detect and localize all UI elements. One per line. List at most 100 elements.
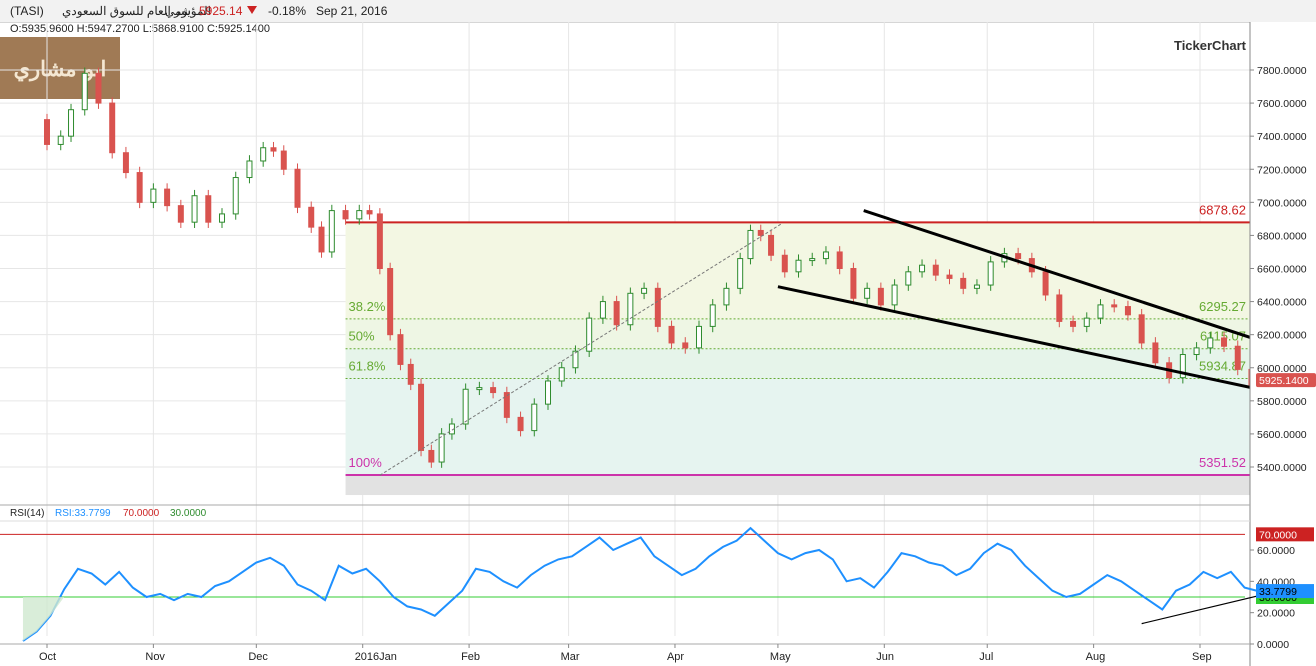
- candle-body: [462, 388, 469, 425]
- candle-body: [280, 150, 287, 170]
- candle-body: [136, 172, 143, 203]
- candle-body: [95, 72, 102, 104]
- candle-body: [294, 168, 301, 208]
- fib-level-label: 38.2%: [349, 299, 386, 314]
- candle-body: [387, 268, 394, 336]
- rsi-current-tag: [1256, 584, 1314, 599]
- time-tick-label: 2016Jan: [355, 651, 397, 663]
- candle-body: [864, 287, 871, 299]
- candle-body: [695, 325, 702, 349]
- time-tick-label: Jul: [979, 651, 993, 663]
- candle-body: [177, 205, 184, 223]
- time-tick-label: May: [770, 651, 791, 663]
- fib-base: [345, 475, 1250, 496]
- interval-label[interactable]: يومي: [165, 4, 191, 18]
- fib-level-label: 61.8%: [349, 359, 386, 374]
- candle-body: [613, 301, 620, 326]
- candle-body: [109, 102, 116, 154]
- candle-body: [709, 304, 716, 327]
- price-tick-label: 6800.0000: [1257, 230, 1307, 242]
- candle-body: [366, 210, 373, 215]
- candle-body: [1111, 304, 1118, 308]
- date-label: Sep 21, 2016: [316, 4, 388, 18]
- candle-body: [668, 325, 675, 344]
- candle-body: [1193, 347, 1200, 356]
- price-axis: 5400.0000 5600.0000 5800.0000 6000.0000 6200…: [1249, 22, 1316, 666]
- candle-body: [517, 416, 524, 432]
- time-tick-label: Dec: [248, 651, 268, 663]
- fib-level-label: 100%: [349, 455, 383, 470]
- candle-body: [397, 334, 404, 365]
- candle-body: [960, 277, 967, 289]
- candle-body: [44, 119, 50, 145]
- candle-body: [376, 213, 383, 270]
- candle-body: [57, 135, 64, 145]
- candle-body: [682, 342, 689, 349]
- candle-body: [932, 264, 939, 276]
- fib-price-label: 6295.27: [1199, 299, 1246, 314]
- candle-body: [822, 251, 829, 260]
- fib-zone: [345, 318, 1250, 349]
- candle-body: [586, 317, 593, 352]
- fib-price-label: 5934.87: [1199, 359, 1246, 374]
- candle-body: [1083, 317, 1090, 327]
- last-price: 5925.14: [199, 4, 243, 18]
- rsi-tick-label: 60.0000: [1257, 545, 1295, 557]
- candle-body: [232, 177, 239, 215]
- candle-body: [407, 363, 414, 385]
- candle-body: [809, 258, 816, 262]
- price-tick-label: 5400.0000: [1257, 462, 1307, 474]
- candle-body: [438, 433, 445, 463]
- candle-body: [1179, 354, 1186, 379]
- price-tick-label: 7200.0000: [1257, 164, 1307, 176]
- rsi-level-30: 30.0000: [170, 508, 207, 519]
- candle-body: [723, 287, 730, 306]
- candle-body: [891, 284, 898, 306]
- candle-body: [1152, 342, 1159, 364]
- fib-zone: [345, 348, 1250, 379]
- price-tick-label: 7800.0000: [1257, 65, 1307, 77]
- candle-body: [768, 234, 775, 256]
- price-tick-label: 7000.0000: [1257, 197, 1307, 209]
- candle-body: [987, 261, 994, 286]
- price-tick-label: 5800.0000: [1257, 396, 1307, 408]
- ohlc-readout: O:5935.9600 H:5947.2700 L:5868.9100 C:59…: [10, 23, 270, 35]
- candle-body: [356, 210, 363, 220]
- candle-body: [68, 109, 75, 137]
- down-arrow-icon: [247, 6, 257, 14]
- candle-body: [1138, 314, 1145, 344]
- brand-label: TickerChart: [1174, 38, 1247, 53]
- dotted-trendline: [379, 223, 782, 476]
- fib-level-label: 50%: [349, 329, 375, 344]
- time-tick-label: Oct: [39, 651, 56, 663]
- last-price-tag-label: 5925.1400: [1259, 375, 1309, 387]
- candle-body: [246, 160, 253, 179]
- time-tick-label: Sep: [1192, 651, 1212, 663]
- chart-header: (TASI) المؤشر العام للسوق السعودي يومي 5…: [0, 0, 1316, 23]
- candle-body: [905, 271, 912, 286]
- candle-body: [205, 195, 212, 223]
- trendline: [777, 285, 1283, 396]
- candle-body: [428, 449, 435, 463]
- rsi-current-tag-label: 33.7799: [1259, 586, 1297, 598]
- candle-body: [418, 383, 425, 451]
- last-price-tag: [1256, 373, 1316, 388]
- candle-body: [1234, 345, 1241, 370]
- candle-body: [545, 380, 552, 405]
- drawings: [379, 209, 1283, 476]
- candle-body: [164, 188, 171, 207]
- candle-body: [1097, 304, 1104, 319]
- candle-body: [1207, 337, 1214, 349]
- candle-body: [654, 287, 661, 327]
- price-series: [44, 67, 1272, 468]
- time-tick-label: Mar: [561, 651, 580, 663]
- change-percent: -0.18%: [268, 4, 307, 18]
- candle-body: [919, 264, 926, 273]
- time-tick-label: Jun: [876, 651, 894, 663]
- fib-zone: [345, 378, 1250, 476]
- candle-body: [531, 403, 538, 432]
- candle-body: [850, 268, 857, 299]
- candle-body: [191, 195, 198, 223]
